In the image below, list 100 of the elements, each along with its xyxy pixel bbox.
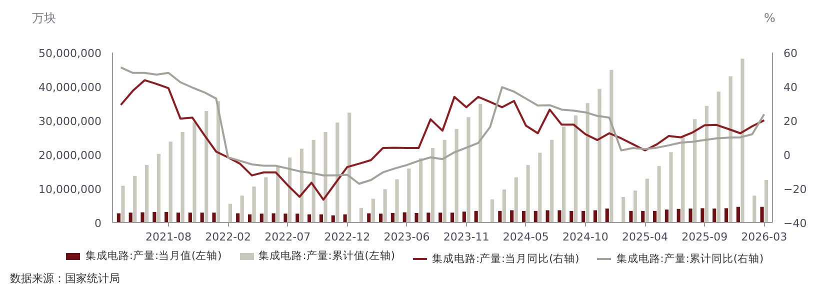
bar bbox=[570, 210, 574, 222]
bar bbox=[562, 126, 566, 222]
bar bbox=[629, 210, 633, 222]
bar bbox=[700, 208, 704, 222]
bar bbox=[300, 148, 304, 222]
legend-label: 集成电路:产量:当月同比(右轴) bbox=[432, 252, 580, 266]
bar bbox=[466, 117, 470, 222]
legend-label: 集成电路:产量:当月值(左轴) bbox=[85, 249, 222, 264]
x-tick-label: 2022-12 bbox=[324, 230, 370, 244]
bar bbox=[760, 206, 764, 222]
bar bbox=[657, 166, 661, 222]
bar bbox=[252, 186, 256, 222]
bar bbox=[510, 210, 514, 222]
bar bbox=[550, 140, 554, 222]
bar bbox=[168, 142, 172, 222]
bar bbox=[121, 186, 125, 222]
x-tick-label: 2024-05 bbox=[502, 230, 549, 244]
bar bbox=[664, 210, 668, 222]
bar bbox=[367, 213, 371, 222]
bar bbox=[188, 212, 192, 222]
bar bbox=[430, 148, 435, 222]
y-tick-label: 40,000,000 bbox=[38, 81, 102, 94]
y2-tick-label: 0 bbox=[784, 149, 790, 162]
bar bbox=[395, 179, 399, 222]
bar bbox=[752, 196, 756, 222]
bar bbox=[133, 176, 137, 222]
bar bbox=[653, 210, 657, 222]
x-tick-label: 2023-11 bbox=[443, 230, 490, 244]
x-tick-label: 2026-03 bbox=[741, 230, 788, 244]
bar bbox=[693, 119, 697, 222]
bar bbox=[526, 165, 530, 222]
bar bbox=[128, 212, 132, 222]
bar bbox=[272, 213, 276, 222]
bar bbox=[764, 180, 768, 222]
bar bbox=[633, 190, 638, 222]
x-tick-label: 2022-07 bbox=[264, 230, 311, 244]
y2-tick-label: 40 bbox=[784, 81, 798, 94]
bar bbox=[379, 214, 383, 222]
bar bbox=[164, 212, 168, 222]
bar bbox=[212, 212, 216, 222]
bar bbox=[442, 140, 446, 222]
bar bbox=[641, 210, 645, 222]
y2-tick-label: −20 bbox=[784, 183, 807, 196]
bar bbox=[276, 167, 280, 222]
bar bbox=[288, 158, 292, 222]
bar bbox=[522, 210, 526, 222]
bar bbox=[176, 212, 180, 222]
y2-tick-label: 20 bbox=[784, 115, 798, 128]
bar bbox=[740, 58, 744, 222]
bar bbox=[419, 158, 423, 222]
bar bbox=[622, 197, 626, 222]
x-tick-label: 2025-04 bbox=[622, 230, 668, 244]
bar bbox=[200, 212, 204, 222]
bar bbox=[343, 214, 347, 222]
bar bbox=[156, 154, 161, 222]
bar bbox=[558, 210, 562, 222]
bar bbox=[574, 115, 578, 222]
bar bbox=[724, 208, 728, 222]
bar bbox=[490, 199, 494, 222]
bar bbox=[610, 70, 614, 222]
bar bbox=[582, 210, 586, 222]
bar bbox=[319, 214, 324, 222]
bar bbox=[688, 208, 692, 222]
bar bbox=[474, 210, 478, 222]
bar bbox=[454, 129, 458, 222]
bar bbox=[478, 104, 482, 222]
source-note: 数据来源：国家统计局 bbox=[9, 271, 120, 287]
bar bbox=[140, 212, 144, 222]
y-tick-label: 0 bbox=[94, 217, 102, 230]
bar bbox=[450, 212, 454, 222]
bar bbox=[116, 213, 120, 222]
bar bbox=[308, 214, 312, 222]
bar bbox=[498, 210, 502, 222]
bar bbox=[704, 106, 709, 222]
line-series bbox=[120, 66, 766, 185]
bar bbox=[538, 152, 542, 222]
bar bbox=[645, 178, 649, 222]
bar bbox=[324, 132, 328, 222]
bar bbox=[359, 208, 364, 222]
bar bbox=[296, 214, 300, 222]
x-tick-label: 2025-09 bbox=[682, 230, 728, 244]
bar bbox=[534, 210, 538, 222]
bar bbox=[204, 110, 208, 222]
bar bbox=[407, 168, 411, 222]
bar bbox=[728, 76, 732, 222]
bar bbox=[414, 212, 418, 222]
x-tick-label: 2024-10 bbox=[562, 230, 608, 244]
bar bbox=[593, 210, 598, 222]
bar bbox=[546, 210, 550, 222]
bar bbox=[736, 206, 740, 222]
bar bbox=[312, 140, 316, 222]
y-tick-label: 50,000,000 bbox=[38, 47, 102, 60]
bar bbox=[712, 208, 716, 222]
bar bbox=[390, 212, 394, 222]
y-tick-label: 10,000,000 bbox=[38, 183, 102, 196]
bar bbox=[260, 214, 264, 222]
bar bbox=[716, 92, 720, 222]
bar bbox=[145, 165, 149, 222]
y-tick-label: 30,000,000 bbox=[38, 115, 102, 128]
bar bbox=[192, 122, 196, 222]
